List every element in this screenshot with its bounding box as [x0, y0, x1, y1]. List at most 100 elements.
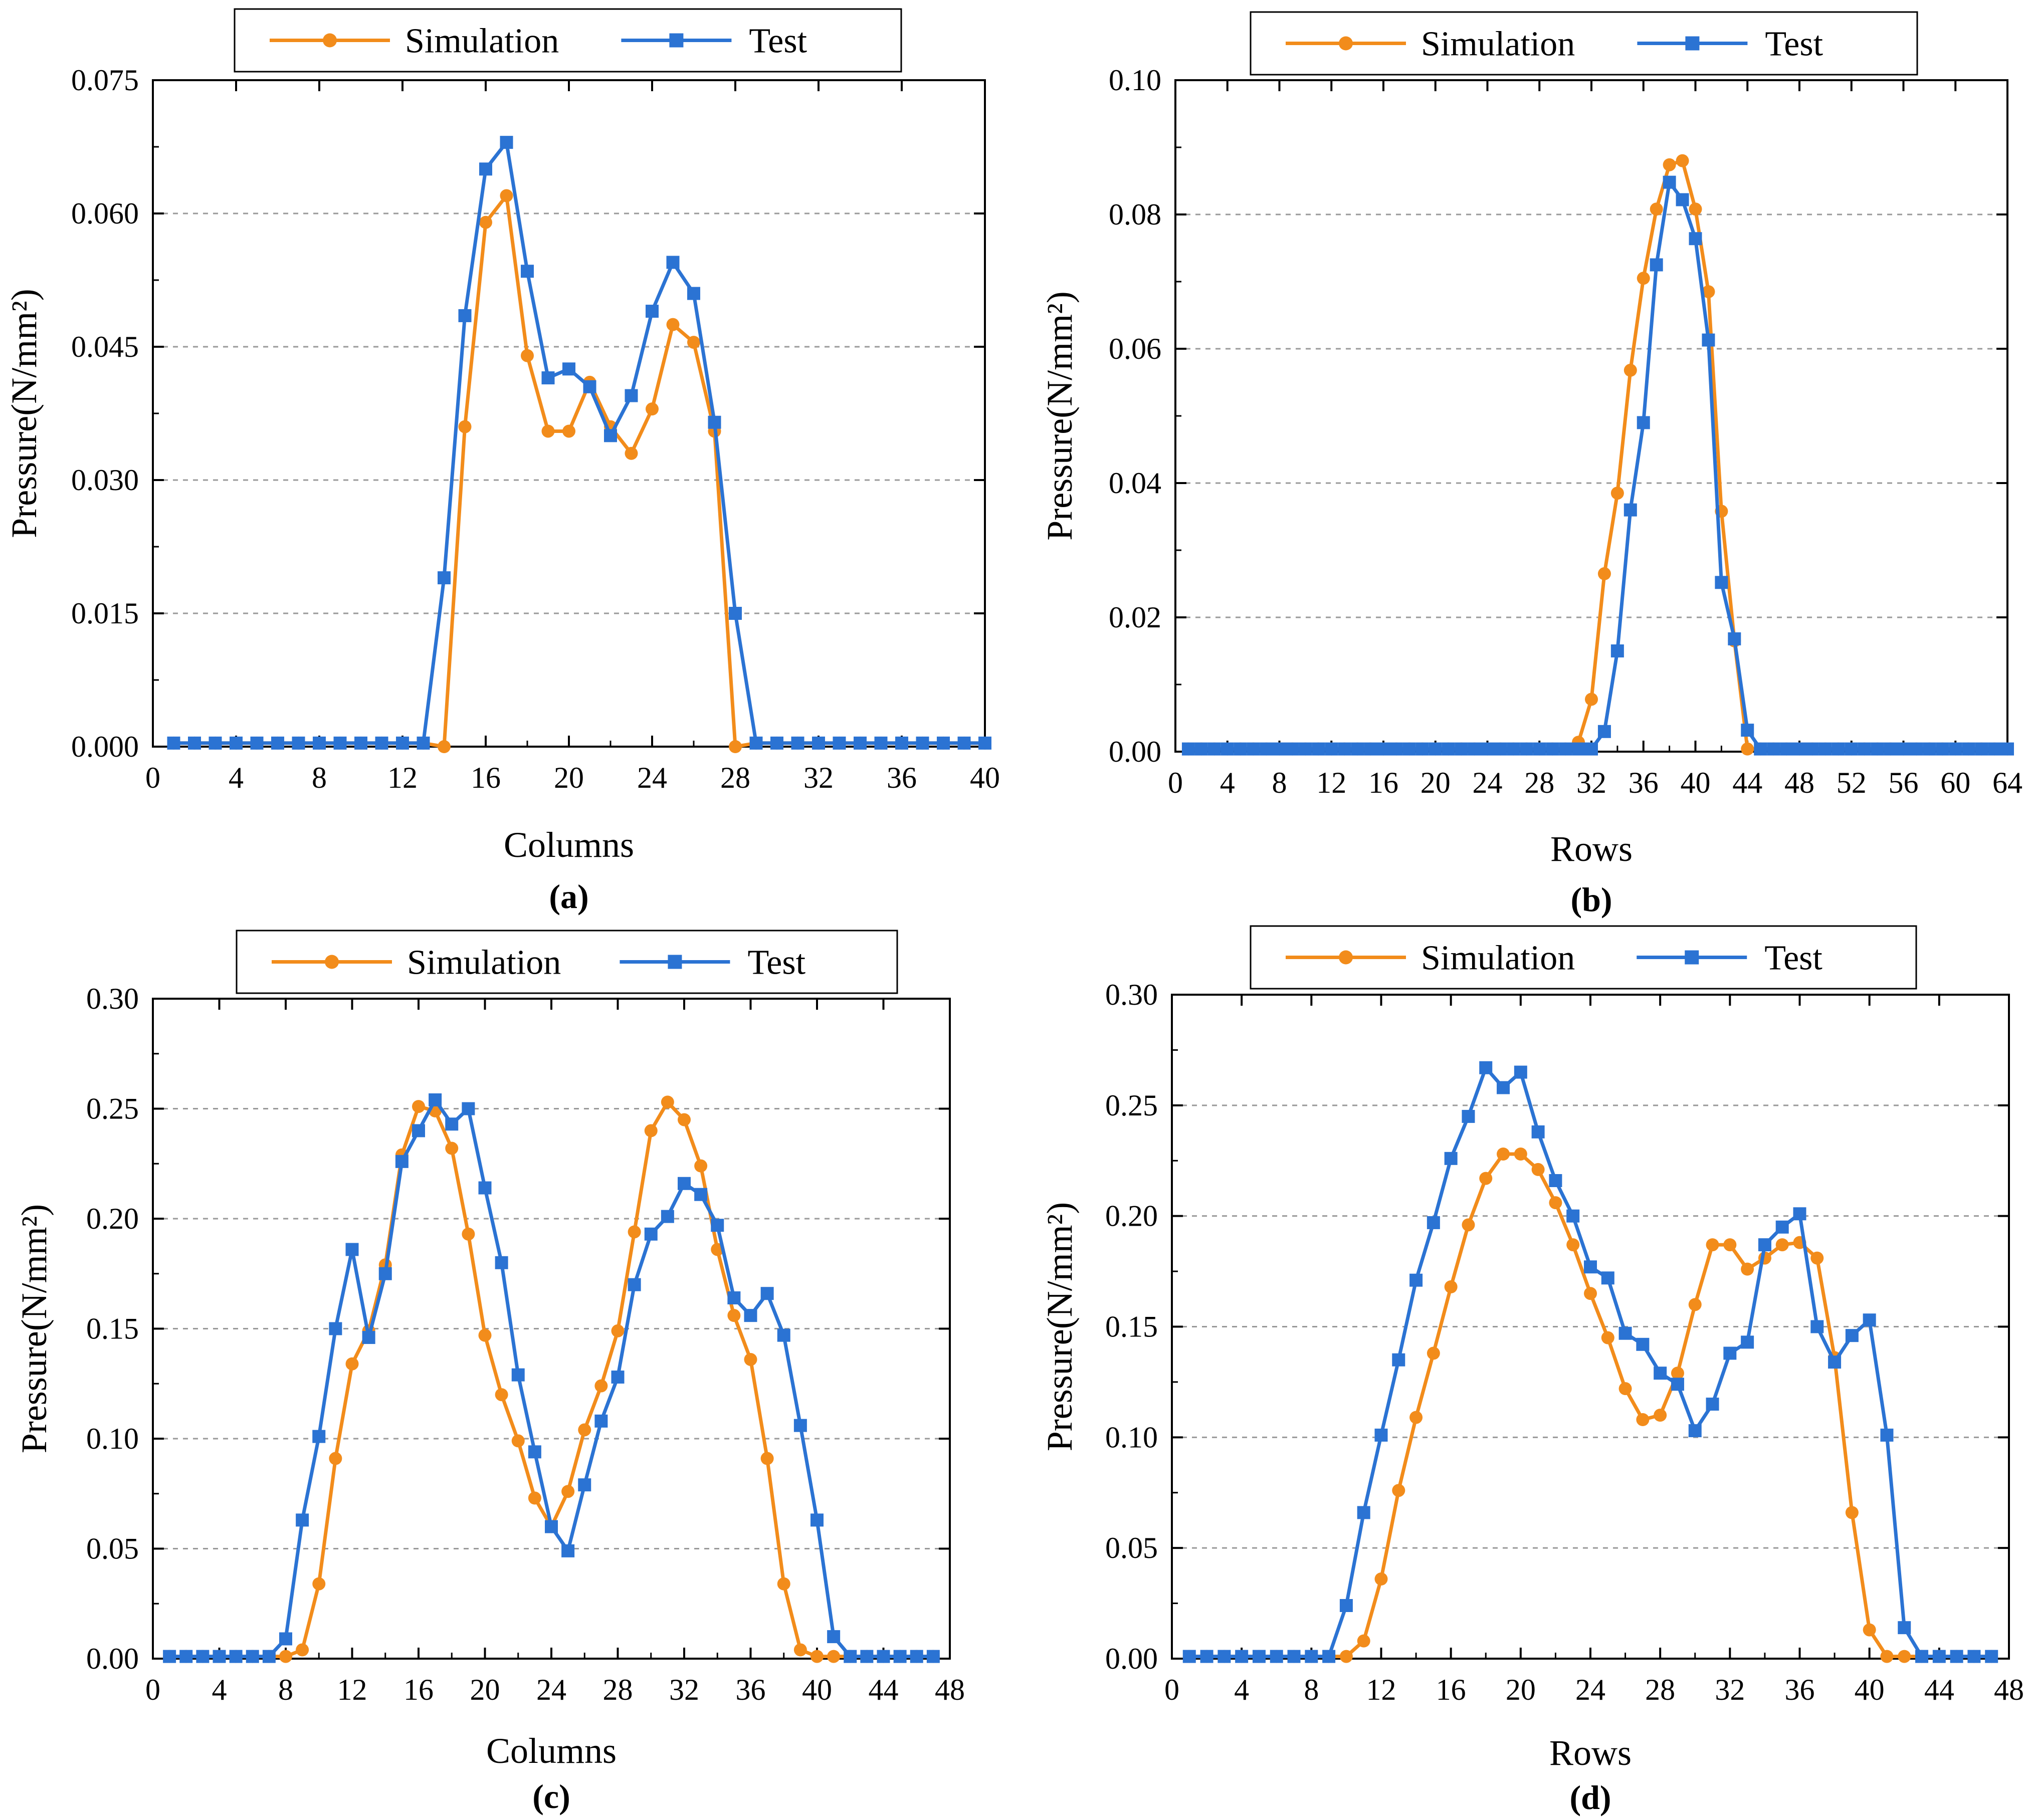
- data-point-test: [1601, 1271, 1614, 1285]
- y-axis-label: Pressure(N/mm²): [1040, 291, 1080, 541]
- legend-marker-simulation: [325, 955, 339, 969]
- x-tick-label: 24: [1575, 1673, 1605, 1706]
- data-point-simulation: [625, 446, 638, 460]
- data-point-test: [1654, 1367, 1667, 1380]
- data-point-test: [1531, 1125, 1545, 1139]
- y-axis-label: Pressure(N/mm²): [1040, 1202, 1080, 1452]
- data-point-test: [1858, 742, 1871, 756]
- y-tick-label: 0.10: [86, 1422, 139, 1455]
- data-point-test: [1780, 742, 1793, 756]
- data-point-test: [793, 1419, 807, 1432]
- data-point-test: [1374, 1428, 1388, 1442]
- x-tick-label: 40: [1681, 766, 1711, 799]
- data-point-test: [312, 1430, 326, 1443]
- x-tick-label: 4: [229, 761, 244, 794]
- data-point-simulation: [760, 1452, 774, 1465]
- x-tick-label: 28: [1524, 766, 1554, 799]
- data-point-simulation: [1650, 202, 1663, 216]
- data-point-test: [1221, 742, 1234, 756]
- data-point-test: [1494, 742, 1507, 756]
- data-point-simulation: [458, 420, 472, 433]
- data-point-test: [1767, 742, 1780, 756]
- legend-marker-test: [1685, 36, 1700, 51]
- legend-marker-test: [669, 33, 684, 48]
- x-tick-label: 4: [1220, 766, 1235, 799]
- data-point-simulation: [729, 740, 742, 753]
- data-point-test: [1610, 644, 1624, 657]
- data-point-test: [711, 1219, 724, 1232]
- data-point-test: [744, 1309, 757, 1322]
- x-tick-label: 8: [312, 761, 327, 794]
- data-point-test: [1871, 742, 1884, 756]
- y-axis-label: Pressure(N/mm²): [14, 1204, 54, 1454]
- data-point-simulation: [628, 1225, 641, 1239]
- legend: Simulation Test: [1250, 11, 1918, 76]
- data-point-test: [230, 736, 243, 750]
- data-point-test: [1194, 742, 1208, 756]
- data-point-test: [1182, 1650, 1196, 1663]
- data-point-test: [412, 1124, 425, 1138]
- data-point-simulation: [1689, 202, 1702, 216]
- legend: Simulation Test: [234, 8, 902, 73]
- data-point-test: [279, 1632, 292, 1646]
- data-point-test: [604, 429, 617, 442]
- x-tick-label: 28: [1645, 1673, 1675, 1706]
- x-tick-label: 16: [403, 1673, 434, 1706]
- data-point-test: [1235, 1650, 1249, 1663]
- y-tick-label: 0.060: [71, 197, 139, 230]
- data-point-test: [521, 265, 534, 278]
- data-point-simulation: [345, 1357, 359, 1371]
- data-point-test: [1497, 1081, 1510, 1094]
- data-point-simulation: [528, 1491, 541, 1505]
- data-point-test: [910, 1650, 923, 1663]
- y-tick-label: 0.15: [1105, 1310, 1158, 1343]
- data-point-simulation: [1339, 1650, 1353, 1663]
- data-point-simulation: [1601, 1331, 1614, 1344]
- data-point-test: [1444, 1152, 1458, 1165]
- x-tick-label: 20: [1421, 766, 1451, 799]
- data-point-test: [1754, 742, 1767, 756]
- x-tick-label: 8: [1304, 1673, 1319, 1706]
- data-point-test: [1338, 742, 1351, 756]
- data-point-test: [1715, 576, 1728, 589]
- data-point-test: [1200, 1650, 1213, 1663]
- data-point-simulation: [1409, 1411, 1423, 1424]
- data-point-test: [708, 415, 721, 429]
- data-point-test: [937, 736, 950, 750]
- x-tick-label: 28: [720, 761, 750, 794]
- data-point-test: [213, 1650, 226, 1663]
- data-point-simulation: [1863, 1623, 1876, 1637]
- data-point-test: [345, 1243, 359, 1256]
- data-point-test: [1702, 333, 1715, 347]
- data-point-simulation: [1723, 1238, 1737, 1252]
- data-point-test: [1810, 1320, 1824, 1333]
- data-point-test: [1409, 1273, 1423, 1287]
- data-point-simulation: [1479, 1172, 1493, 1185]
- data-point-test: [296, 1513, 309, 1527]
- data-point-simulation: [1845, 1506, 1859, 1519]
- data-point-simulation: [479, 215, 492, 229]
- x-tick-label: 36: [887, 761, 917, 794]
- data-point-test: [395, 1155, 409, 1168]
- data-point-simulation: [1637, 272, 1650, 285]
- data-point-test: [1932, 1650, 1946, 1663]
- data-point-test: [1429, 742, 1442, 756]
- data-point-simulation: [1497, 1148, 1510, 1161]
- data-point-test: [594, 1414, 608, 1428]
- x-tick-label: 56: [1889, 766, 1919, 799]
- x-tick-label: 48: [935, 1673, 965, 1706]
- y-tick-label: 0.25: [86, 1092, 139, 1125]
- data-point-test: [957, 736, 971, 750]
- data-point-simulation: [1676, 154, 1689, 167]
- data-point-test: [1884, 742, 1897, 756]
- data-point-test: [1572, 742, 1585, 756]
- data-point-simulation: [793, 1643, 807, 1657]
- y-tick-label: 0.05: [86, 1532, 139, 1565]
- data-point-test: [678, 1177, 691, 1190]
- data-point-simulation: [666, 318, 680, 331]
- x-tick-label: 0: [145, 761, 160, 794]
- data-point-test: [1828, 1355, 1842, 1369]
- x-tick-label: 16: [1368, 766, 1398, 799]
- data-point-test: [1663, 175, 1676, 189]
- chart-panel-a: 0.000 0.015 0.030 0.045 0.060 0.075 0 4 8 12 16 20 2…: [4, 8, 1000, 916]
